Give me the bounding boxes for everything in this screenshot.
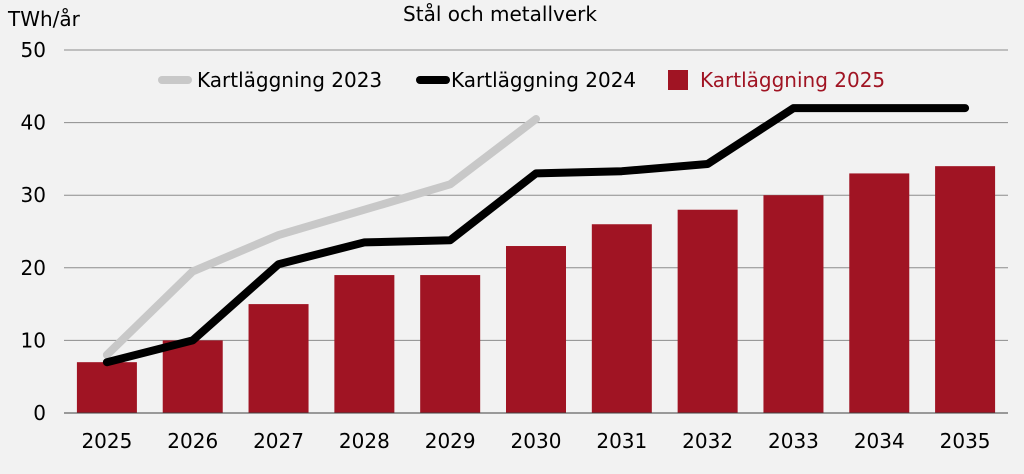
bar (76, 362, 137, 413)
x-tick-label: 2031 (596, 429, 647, 453)
bar (248, 304, 309, 413)
legend-label: Kartläggning 2023 (197, 68, 382, 92)
x-tick-label: 2026 (167, 429, 218, 453)
x-tick-label: 2030 (511, 429, 562, 453)
x-tick-label: 2034 (854, 429, 905, 453)
y-axis-label: TWh/år (7, 7, 81, 31)
chart-title: Stål och metallverk (403, 2, 597, 26)
x-tick-label: 2029 (425, 429, 476, 453)
y-tick-label: 40 (21, 111, 46, 135)
y-tick-label: 20 (21, 256, 46, 280)
bar (506, 246, 566, 413)
x-tick-label: 2035 (940, 429, 991, 453)
bar (591, 224, 652, 413)
bar (677, 209, 738, 413)
series-line (102, 115, 540, 359)
x-tick-label: 2027 (253, 429, 304, 453)
bar (334, 275, 395, 413)
bar (935, 166, 996, 413)
x-tick-label: 2028 (339, 429, 390, 453)
legend: Kartläggning 2023 Kartläggning 2024 Kartlä… (158, 68, 885, 92)
y-tick-label: 10 (21, 328, 46, 352)
bar (849, 173, 910, 413)
legend-label: Kartläggning 2024 (451, 68, 636, 92)
y-tick-label: 30 (21, 183, 46, 207)
bar (162, 340, 223, 413)
series-line (102, 104, 970, 367)
legend-label: Kartläggning 2025 (700, 68, 885, 92)
bar-series (76, 166, 996, 413)
legend-swatch (668, 70, 688, 90)
bar (763, 195, 824, 413)
x-tick-label: 2032 (682, 429, 733, 453)
y-tick-label: 0 (33, 401, 46, 425)
line-series (102, 104, 970, 367)
x-tick-label: 2025 (81, 429, 132, 453)
x-tick-label: 2033 (768, 429, 819, 453)
y-tick-label: 50 (21, 38, 46, 62)
bar (420, 275, 481, 413)
